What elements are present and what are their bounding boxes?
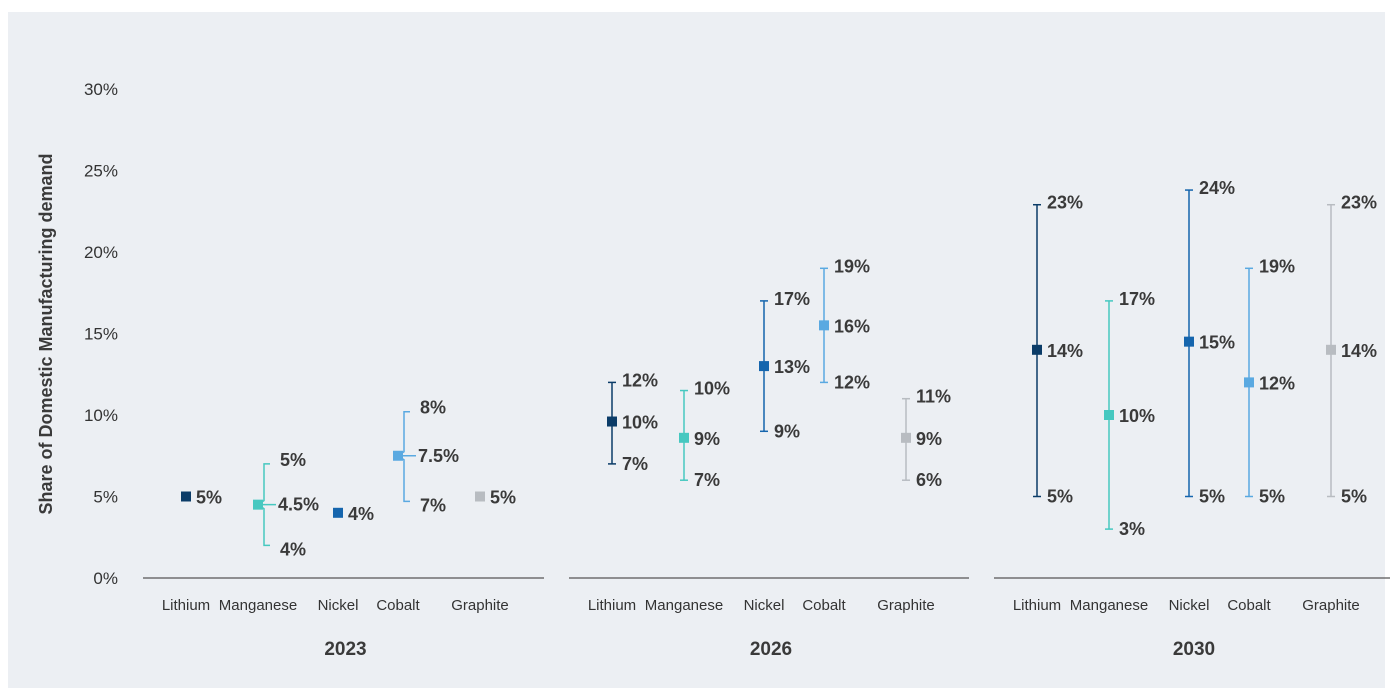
- mid-label: 10%: [622, 413, 658, 433]
- high-label: 17%: [774, 289, 810, 309]
- category-label: Lithium: [162, 597, 210, 614]
- y-tick-label: 30%: [84, 80, 118, 99]
- group-year-label: 2026: [750, 639, 792, 660]
- mid-label: 10%: [1119, 406, 1155, 426]
- category-label: Nickel: [318, 597, 359, 614]
- category-label: Manganese: [645, 597, 723, 614]
- mid-marker: [1244, 377, 1254, 388]
- high-label: 19%: [1259, 256, 1295, 276]
- high-label: 17%: [1119, 289, 1155, 309]
- low-label: 9%: [774, 421, 800, 441]
- mid-marker: [181, 491, 191, 502]
- mid-label: 14%: [1341, 341, 1377, 361]
- mid-label: 14%: [1047, 341, 1083, 361]
- high-label: 5%: [280, 450, 306, 470]
- category-label: Cobalt: [1227, 597, 1271, 614]
- mid-marker: [1032, 344, 1042, 355]
- mid-marker: [1184, 336, 1194, 347]
- high-label: 11%: [916, 387, 951, 407]
- y-tick-label: 15%: [84, 325, 118, 344]
- category-label: Manganese: [1070, 597, 1148, 614]
- mid-marker: [393, 450, 403, 461]
- low-label: 5%: [1199, 487, 1225, 507]
- y-axis-label: Share of Domestic Manufacturing demand: [36, 153, 56, 514]
- category-label: Manganese: [219, 597, 297, 614]
- high-label: 10%: [694, 379, 730, 399]
- mid-marker: [607, 416, 617, 427]
- low-label: 5%: [1047, 487, 1073, 507]
- low-label: 7%: [622, 454, 648, 474]
- category-label: Graphite: [1302, 597, 1360, 614]
- mid-label: 13%: [774, 357, 810, 377]
- mid-marker: [1326, 344, 1336, 355]
- category-label: Graphite: [451, 597, 509, 614]
- category-label: Lithium: [1013, 597, 1061, 614]
- mid-marker: [475, 491, 485, 502]
- mid-label: 16%: [834, 316, 870, 336]
- y-tick-label: 0%: [93, 569, 118, 588]
- mid-label: 9%: [694, 429, 720, 449]
- low-label: 4%: [280, 539, 306, 559]
- category-label: Graphite: [877, 597, 935, 614]
- y-tick-label: 25%: [84, 162, 118, 181]
- low-label: 5%: [1259, 487, 1285, 507]
- high-label: 23%: [1047, 193, 1083, 213]
- category-label: Cobalt: [802, 597, 846, 614]
- high-label: 8%: [420, 398, 446, 418]
- low-label: 6%: [916, 470, 942, 490]
- low-label: 7%: [694, 470, 720, 490]
- y-tick-label: 20%: [84, 243, 118, 262]
- mid-marker: [1104, 410, 1114, 420]
- y-tick-label: 10%: [84, 406, 118, 425]
- high-label: 24%: [1199, 178, 1235, 198]
- high-label: 23%: [1341, 193, 1377, 213]
- low-label: 12%: [834, 372, 870, 392]
- high-label: 19%: [834, 256, 870, 276]
- category-label: Cobalt: [376, 597, 420, 614]
- mid-label: 15%: [1199, 333, 1235, 353]
- mid-marker: [253, 499, 263, 510]
- category-label: Nickel: [1169, 597, 1210, 614]
- mid-label: 7.5%: [418, 446, 459, 466]
- group-year-label: 2030: [1173, 639, 1215, 660]
- mid-label: 4%: [348, 504, 374, 524]
- mid-label: 4.5%: [278, 495, 319, 515]
- low-label: 3%: [1119, 519, 1145, 539]
- group-year-label: 2023: [324, 639, 366, 660]
- mid-marker: [333, 507, 343, 518]
- chart-panel: [8, 12, 1385, 688]
- mid-label: 12%: [1259, 373, 1295, 393]
- mid-label: 5%: [196, 488, 222, 508]
- y-tick-label: 5%: [93, 488, 118, 507]
- low-label: 7%: [420, 495, 446, 515]
- mid-label: 5%: [490, 488, 516, 508]
- mid-marker: [819, 320, 829, 331]
- low-label: 5%: [1341, 487, 1367, 507]
- mid-marker: [679, 432, 689, 443]
- category-label: Nickel: [744, 597, 785, 614]
- mid-marker: [901, 432, 911, 443]
- mid-label: 9%: [916, 429, 942, 449]
- high-label: 12%: [622, 370, 658, 390]
- category-label: Lithium: [588, 597, 636, 614]
- mid-marker: [759, 361, 769, 372]
